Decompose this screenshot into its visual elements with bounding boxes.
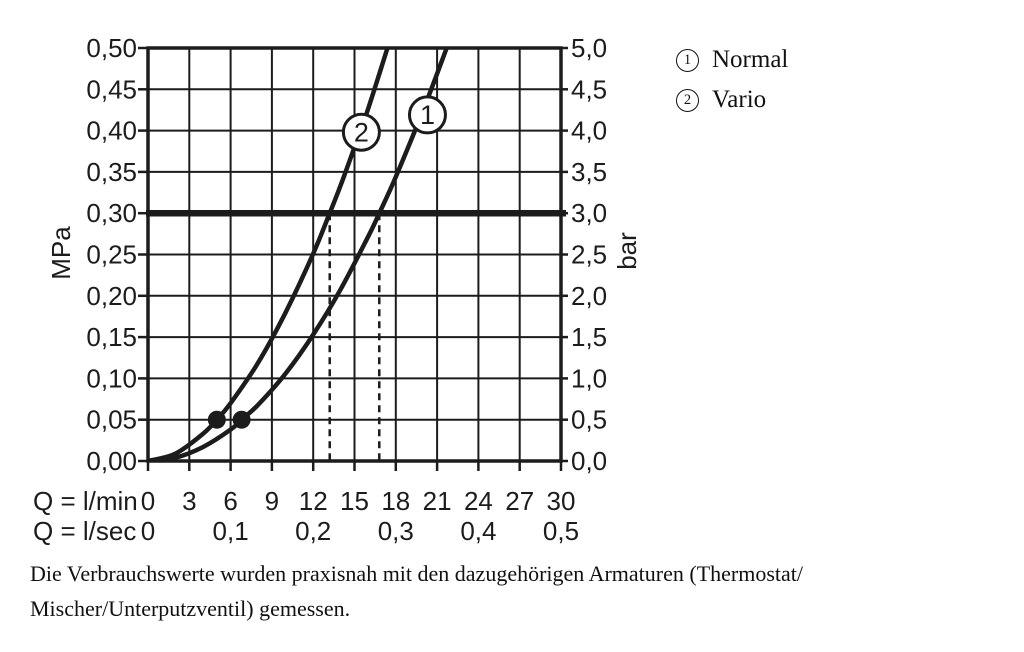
y-right-tick-label: 0,0 bbox=[571, 446, 607, 476]
y-right-tick-label: 5,0 bbox=[571, 33, 607, 63]
x-lsec-tick-label: 0,2 bbox=[295, 516, 331, 546]
x-lsec-tick-label: 0,1 bbox=[213, 516, 249, 546]
x-lsec-tick-label: 0,5 bbox=[543, 516, 579, 546]
legend-item-normal: 1 Normal bbox=[676, 44, 788, 76]
legend-item-vario: 2 Vario bbox=[676, 84, 788, 116]
y-right-tick-label: 4,5 bbox=[571, 74, 607, 104]
legend-circled-number-1: 1 bbox=[676, 48, 699, 72]
y-axis-unit-mpa: MPa bbox=[46, 226, 76, 280]
y-right-tick-label: 1,0 bbox=[571, 363, 607, 393]
y-left-tick-label: 0,40 bbox=[86, 116, 137, 146]
y-right-tick-label: 3,0 bbox=[571, 198, 607, 228]
y-right-tick-label: 0,5 bbox=[571, 405, 607, 435]
legend-label-normal: Normal bbox=[712, 46, 789, 73]
y-left-tick-label: 0,25 bbox=[86, 240, 137, 270]
curve-label-circle-normal bbox=[407, 95, 447, 135]
data-dot-normal bbox=[232, 410, 251, 429]
x-lmin-tick-label: 24 bbox=[464, 486, 493, 516]
y-left-tick-label: 0,50 bbox=[86, 33, 137, 63]
x-lmin-tick-label: 30 bbox=[547, 486, 576, 516]
y-right-tick-label: 3,5 bbox=[571, 157, 607, 187]
curve-label-number-2: 2 bbox=[354, 117, 369, 147]
y-left-tick-label: 0,45 bbox=[86, 74, 137, 104]
x-lsec-tick-label: 0,4 bbox=[460, 516, 496, 546]
x-lmin-tick-label: 15 bbox=[340, 486, 369, 516]
x-lmin-tick-label: 18 bbox=[381, 486, 410, 516]
y-left-tick-label: 0,20 bbox=[86, 281, 137, 311]
x-lmin-tick-label: 0 bbox=[141, 486, 155, 516]
curve-label-circle-vario bbox=[341, 112, 381, 152]
x-axis-label-lmin: Q = l/min bbox=[33, 486, 138, 516]
y-right-tick-label: 2,5 bbox=[571, 240, 607, 270]
caption-text: Die Verbrauchswerte wurden praxisnah mit… bbox=[30, 561, 803, 621]
y-right-tick-label: 2,0 bbox=[571, 281, 607, 311]
y-axis-unit-bar: bar bbox=[612, 232, 642, 270]
x-axis-label-lsec: Q = l/sec bbox=[33, 516, 136, 546]
x-lmin-tick-label: 12 bbox=[299, 486, 328, 516]
curve-normal bbox=[148, 48, 449, 461]
legend-circled-number-2: 2 bbox=[676, 88, 699, 112]
x-lmin-tick-label: 6 bbox=[223, 486, 237, 516]
x-lmin-tick-label: 21 bbox=[423, 486, 452, 516]
x-lmin-tick-label: 3 bbox=[182, 486, 196, 516]
curve-label-number-1: 1 bbox=[420, 100, 435, 130]
x-lsec-tick-label: 0,3 bbox=[378, 516, 414, 546]
legend-label-vario: Vario bbox=[712, 86, 767, 113]
data-dot-vario bbox=[207, 410, 226, 429]
x-lmin-tick-label: 27 bbox=[505, 486, 534, 516]
y-left-tick-label: 0,00 bbox=[86, 446, 137, 476]
legend: 1 Normal 2 Vario bbox=[676, 44, 788, 124]
x-lmin-tick-label: 9 bbox=[265, 486, 279, 516]
y-right-tick-label: 4,0 bbox=[571, 116, 607, 146]
y-left-tick-label: 0,05 bbox=[86, 405, 137, 435]
x-lsec-tick-label: 0 bbox=[141, 516, 155, 546]
y-left-tick-label: 0,15 bbox=[86, 322, 137, 352]
y-right-tick-label: 1,5 bbox=[571, 322, 607, 352]
y-left-tick-label: 0,35 bbox=[86, 157, 137, 187]
y-left-tick-label: 0,30 bbox=[86, 198, 137, 228]
y-left-tick-label: 0,10 bbox=[86, 363, 137, 393]
